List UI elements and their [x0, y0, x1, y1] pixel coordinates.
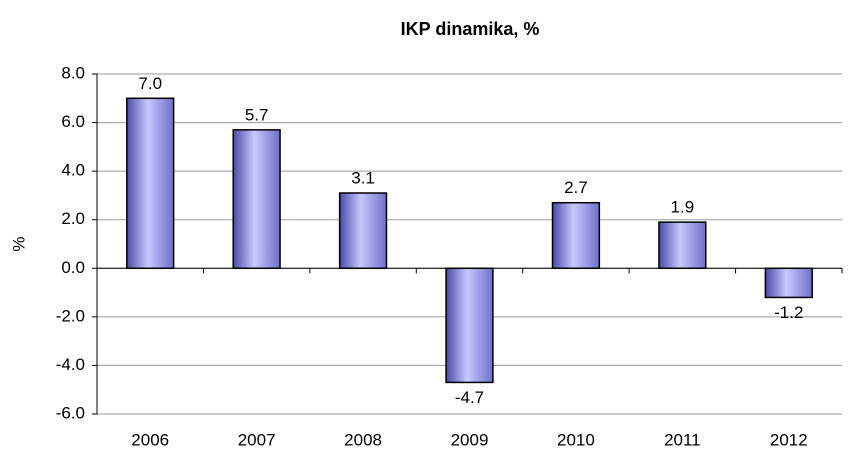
bar [126, 97, 175, 270]
x-tick-label: 2006 [131, 430, 169, 449]
data-label: -1.2 [774, 303, 803, 322]
y-tick-label: 4.0 [61, 161, 85, 180]
data-label: 3.1 [351, 168, 375, 187]
data-label: -4.7 [455, 388, 484, 407]
x-tick-label: 2009 [451, 430, 489, 449]
y-axis-label: % [9, 236, 28, 251]
data-label: 2.7 [564, 178, 588, 197]
y-tick-label: 2.0 [61, 209, 85, 228]
bar [232, 129, 281, 270]
y-tick-label: 0.0 [61, 258, 85, 277]
chart-title: IKP dinamika, % [401, 19, 540, 39]
y-tick-label: -2.0 [56, 306, 85, 325]
y-tick-label: -6.0 [56, 403, 85, 422]
x-tick-label: 2007 [238, 430, 276, 449]
y-tick-label: 6.0 [61, 112, 85, 131]
data-label: 7.0 [138, 74, 162, 93]
data-label: 5.7 [245, 105, 269, 124]
bar [551, 201, 601, 270]
x-tick-label: 2011 [664, 430, 701, 449]
bar [445, 267, 494, 384]
x-tick-label: 2010 [557, 430, 595, 449]
x-tick-label: 2008 [344, 430, 382, 449]
y-tick-label: 8.0 [61, 63, 85, 82]
y-tick-label: -4.0 [56, 355, 85, 374]
x-tick-label: 2012 [770, 430, 808, 449]
bar [658, 221, 707, 270]
bar [338, 192, 388, 270]
bar [764, 267, 813, 299]
data-label: 1.9 [671, 198, 695, 217]
